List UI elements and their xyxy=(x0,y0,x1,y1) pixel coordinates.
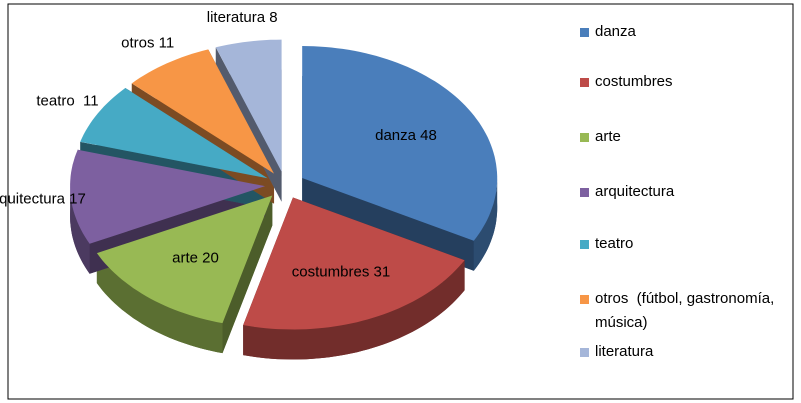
legend-swatch xyxy=(580,188,589,197)
slice xyxy=(70,149,266,244)
slice xyxy=(215,39,282,172)
slice-rim xyxy=(473,178,498,271)
legend-label: otros (fútbol, gastronomía, música) xyxy=(595,290,779,331)
legend-swatch xyxy=(580,348,589,357)
legend-item: danza xyxy=(580,20,780,44)
slice xyxy=(302,46,498,241)
legend-item: arte xyxy=(580,125,780,149)
legend-label: literatura xyxy=(595,343,654,360)
slice xyxy=(243,197,465,330)
data-label: literatura 8 xyxy=(207,9,278,26)
data-label: otros 11 xyxy=(121,34,174,51)
legend-item: teatro xyxy=(580,232,780,256)
data-label: costumbres 31 xyxy=(292,264,390,281)
legend-item: literatura xyxy=(580,340,780,364)
slice-tops xyxy=(70,39,498,330)
legend-label: arte xyxy=(595,128,621,145)
data-label: arquitectura 17 xyxy=(0,191,86,208)
legend-swatch xyxy=(580,28,589,37)
legend-item: otros (fútbol, gastronomía, música) xyxy=(580,287,780,335)
slice-rim xyxy=(243,260,465,360)
legend-label: danza xyxy=(595,23,636,40)
slice-wall xyxy=(302,178,474,271)
legend-label: teatro xyxy=(595,235,634,252)
legend-swatch xyxy=(580,240,589,249)
legend-swatch xyxy=(580,78,589,87)
data-label: danza 48 xyxy=(375,127,437,144)
legend-swatch xyxy=(580,133,589,142)
slice xyxy=(131,49,275,174)
legend-item: costumbres xyxy=(580,70,780,94)
data-label: teatro 11 xyxy=(36,92,98,109)
slice-rim xyxy=(96,253,223,354)
legend-item: arquitectura xyxy=(580,180,780,204)
legend-label: arquitectura xyxy=(595,183,675,200)
slice-rim xyxy=(70,186,90,274)
legend-swatch xyxy=(580,295,589,304)
slice-wall xyxy=(222,195,273,354)
slice xyxy=(96,195,273,324)
slice xyxy=(80,88,268,179)
chart-frame xyxy=(7,3,794,400)
data-label: arte 20 xyxy=(172,250,219,267)
legend-label: costumbres xyxy=(595,73,673,90)
